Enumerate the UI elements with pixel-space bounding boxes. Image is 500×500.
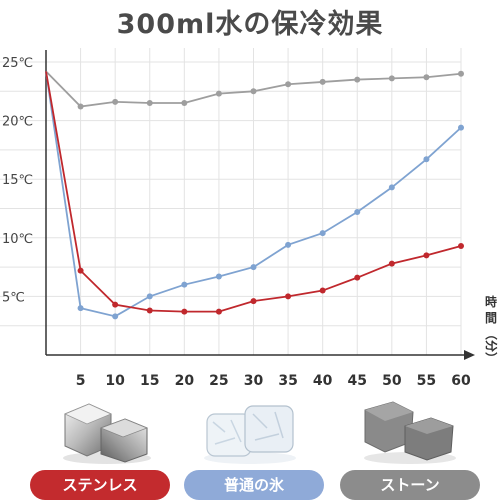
data-point-stone (458, 70, 464, 77)
data-point-ice (319, 230, 326, 237)
x-tick-label: 40 (313, 373, 333, 389)
x-tick-label: 5 (76, 373, 86, 389)
x-tick-label: 35 (278, 373, 297, 389)
data-point-ice (77, 305, 84, 312)
data-point-stone (319, 78, 326, 85)
data-point-ice (354, 209, 361, 216)
data-point-ice (388, 184, 395, 191)
data-point-stone (423, 74, 430, 81)
x-axis-label: （分） (484, 328, 499, 364)
x-tick-label: 25 (209, 373, 228, 389)
data-point-steel (423, 252, 430, 259)
x-tick-label: 50 (382, 373, 402, 389)
data-point-stone (146, 100, 153, 107)
data-point-ice (285, 241, 292, 248)
y-tick-label: 15℃ (2, 173, 33, 188)
data-point-steel (250, 298, 257, 305)
data-point-steel (112, 301, 119, 308)
legend-stone-label: ストーン (380, 476, 440, 494)
data-point-steel (458, 243, 464, 250)
data-point-steel (146, 307, 153, 314)
x-tick-label: 55 (417, 373, 436, 389)
x-tick-label: 30 (244, 373, 264, 389)
y-tick-label: 25℃ (2, 56, 33, 71)
y-tick-label: 5℃ (2, 290, 25, 305)
ice-cube-image (204, 405, 296, 464)
line-chart: 25℃ 20℃ 15℃ 10℃ 5℃ 5 10 15 20 25 30 35 40 45 50 55 60 時間 （… (0, 48, 499, 389)
data-point-steel (285, 293, 292, 300)
data-point-ice (458, 124, 464, 131)
legend-ice-label: 普通の氷 (223, 476, 284, 494)
data-point-stone (215, 90, 222, 97)
data-point-ice (215, 273, 222, 280)
chart-title: 300ml水の保冷効果 (116, 9, 384, 40)
x-axis-label: 間 (485, 311, 497, 325)
y-tick-label: 20℃ (2, 115, 33, 130)
data-point-ice (423, 156, 430, 163)
data-point-steel (319, 287, 326, 294)
x-tick-label: 20 (175, 373, 195, 389)
legend-stone: ストーン (340, 470, 480, 500)
legend-ice: 普通の氷 (184, 470, 324, 500)
data-point-steel (77, 267, 84, 274)
data-point-ice (112, 313, 119, 320)
x-tick-label: 10 (105, 373, 125, 389)
data-point-ice (181, 281, 188, 288)
data-point-stone (285, 81, 292, 88)
x-axis-label: 時 (485, 294, 497, 309)
data-point-steel (215, 308, 222, 315)
data-point-ice (250, 264, 257, 271)
legend-stainless: ステンレス (30, 470, 170, 500)
data-point-stone (77, 103, 84, 110)
x-tick-label: 15 (140, 373, 159, 389)
data-point-steel (388, 260, 395, 267)
y-tick-label: 10℃ (2, 232, 33, 247)
stone-cube-image (364, 401, 456, 464)
data-point-stone (250, 88, 257, 95)
data-point-stone (354, 76, 361, 83)
data-point-stone (181, 100, 188, 107)
data-point-ice (146, 293, 153, 300)
legend-stainless-label: ステンレス (62, 476, 138, 494)
x-tick-label: 45 (348, 373, 367, 389)
data-point-steel (181, 308, 188, 315)
data-point-stone (388, 75, 395, 82)
stainless-cube-image (63, 403, 151, 464)
data-point-steel (354, 274, 361, 281)
data-point-stone (112, 98, 119, 105)
x-tick-label: 60 (451, 373, 471, 389)
x-axis-arrow (464, 350, 475, 360)
